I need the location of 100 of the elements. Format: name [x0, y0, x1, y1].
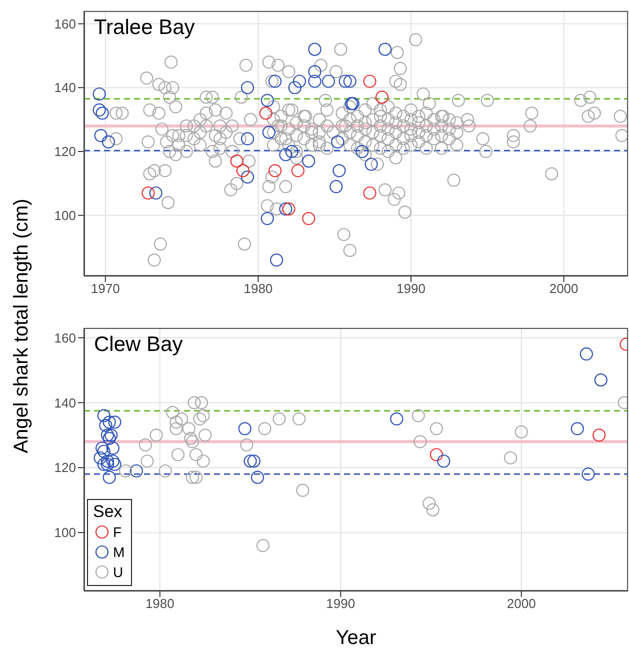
point: [330, 180, 343, 194]
point: [308, 42, 322, 56]
point: [514, 425, 528, 438]
y-tick-label: 100: [54, 208, 76, 223]
point: [184, 432, 198, 445]
point: [138, 438, 152, 452]
point: [102, 432, 116, 445]
point: [170, 416, 183, 429]
legend-title: Sex: [93, 502, 124, 522]
point: [188, 396, 201, 410]
point: [170, 422, 183, 436]
point: [308, 65, 322, 78]
point: [331, 135, 344, 148]
point: [430, 448, 443, 462]
point: [102, 135, 115, 148]
point: [106, 454, 120, 468]
point: [258, 422, 272, 436]
point: [570, 422, 584, 436]
point: [247, 454, 260, 468]
point: [580, 347, 593, 361]
point: [198, 428, 212, 442]
x-axis-title: Year: [336, 627, 377, 649]
point: [108, 416, 122, 429]
point: [302, 154, 316, 168]
point: [92, 103, 106, 117]
point: [292, 74, 306, 88]
point: [99, 418, 112, 432]
point: [279, 202, 292, 216]
point: [262, 126, 276, 139]
point: [240, 170, 254, 184]
point: [96, 106, 109, 120]
point: [363, 186, 376, 200]
point: [292, 412, 306, 426]
point: [260, 212, 274, 226]
x-tick-label: 1970: [90, 281, 120, 296]
point: [285, 144, 298, 158]
point: [182, 422, 196, 436]
point: [582, 468, 595, 481]
point: [166, 406, 180, 419]
point: [260, 94, 274, 107]
point: [504, 451, 518, 464]
x-tick-label: 2000: [549, 281, 578, 296]
point: [92, 87, 106, 101]
point: [282, 202, 296, 216]
point: [236, 164, 250, 178]
legend-label: U: [113, 563, 124, 582]
x-tick-label: 2000: [506, 596, 536, 612]
point: [244, 454, 257, 468]
point: [140, 454, 154, 468]
point: [308, 74, 322, 88]
point: [426, 503, 440, 516]
point: [437, 454, 450, 468]
y-tick-label: 120: [54, 144, 76, 160]
point: [302, 212, 316, 226]
legend-label: F: [113, 523, 122, 542]
point: [119, 464, 132, 478]
point: [142, 186, 155, 200]
y-tick-label: 160: [54, 16, 76, 32]
point: [100, 428, 114, 442]
point: [196, 409, 210, 422]
legend-label: M: [113, 543, 125, 562]
point: [356, 144, 369, 158]
point: [175, 412, 188, 426]
point: [238, 422, 252, 436]
point: [158, 464, 172, 478]
point: [414, 435, 427, 448]
point: [268, 74, 282, 88]
point: [130, 464, 143, 478]
point: [106, 442, 120, 455]
point: [100, 458, 114, 471]
point: [256, 538, 270, 552]
y-tick-label: 100: [54, 525, 76, 540]
point: [108, 458, 122, 471]
point: [594, 373, 608, 386]
x-tick-label: 1980: [244, 281, 273, 296]
point: [430, 422, 443, 436]
point: [592, 428, 606, 442]
point: [194, 396, 208, 410]
point: [230, 154, 244, 168]
point: [363, 74, 376, 88]
point: [250, 470, 264, 484]
point: [186, 435, 199, 448]
point: [171, 448, 185, 462]
point: [268, 164, 282, 178]
point: [104, 428, 118, 442]
point: [296, 484, 310, 497]
point: [150, 428, 163, 442]
point: [412, 409, 425, 422]
point: [338, 74, 352, 88]
point: [190, 448, 203, 462]
point: [332, 164, 346, 178]
point: [259, 106, 272, 120]
point: [193, 412, 206, 426]
point: [102, 470, 116, 484]
point: [279, 148, 292, 162]
point: [272, 412, 286, 426]
point: [97, 444, 110, 458]
point: [375, 90, 389, 104]
point: [240, 81, 254, 94]
y-tick-label: 140: [54, 395, 76, 410]
